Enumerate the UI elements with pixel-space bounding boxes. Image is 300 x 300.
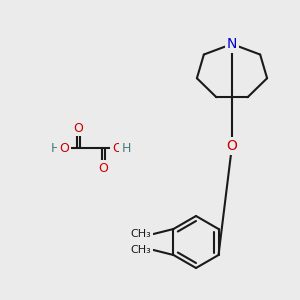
- Text: N: N: [227, 37, 237, 51]
- Text: O: O: [112, 142, 122, 154]
- Text: CH₃: CH₃: [131, 229, 152, 239]
- Text: O: O: [98, 161, 108, 175]
- Text: O: O: [59, 142, 69, 154]
- Text: CH₃: CH₃: [131, 245, 152, 255]
- Text: H: H: [50, 142, 60, 154]
- Text: N: N: [227, 37, 237, 51]
- Text: O: O: [73, 122, 83, 134]
- Text: H: H: [121, 142, 131, 154]
- Text: O: O: [226, 139, 237, 153]
